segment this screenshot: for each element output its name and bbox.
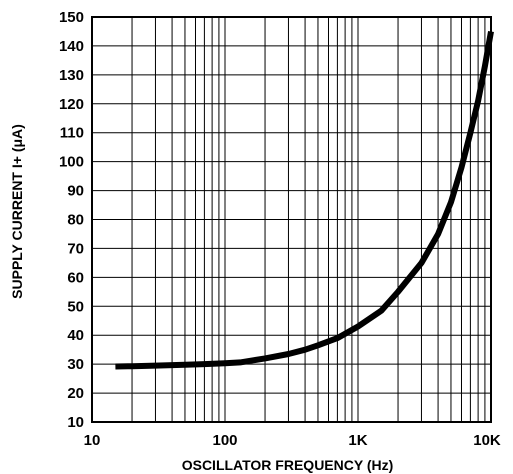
y-tick-label: 20: [67, 385, 84, 402]
x-tick-label: 1K: [348, 432, 367, 449]
x-tick-label: 100: [212, 432, 237, 449]
y-tick-label: 100: [59, 154, 84, 171]
y-tick-label: 50: [67, 298, 84, 315]
y-tick-labels: 10 20 30 40 50 60 70 80 90 100 110 120 130 140 150: [59, 9, 84, 431]
y-tick-label: 40: [67, 327, 84, 344]
x-tick-labels: 10 100 1K 10K: [84, 432, 501, 449]
y-tick-label: 140: [59, 38, 84, 55]
y-axis-title: SUPPLY CURRENT I+ (μA): [9, 124, 25, 299]
y-tick-label: 110: [60, 125, 84, 142]
y-tick-label: 80: [67, 212, 84, 229]
y-tick-label: 90: [67, 183, 84, 200]
x-axis-title: OSCILLATOR FREQUENCY (Hz): [182, 457, 394, 473]
y-tick-label: 60: [67, 269, 84, 286]
x-tick-label: 10K: [473, 432, 501, 449]
y-tick-label: 10: [67, 414, 84, 431]
y-tick-label: 70: [67, 240, 84, 257]
y-tick-label: 150: [59, 9, 84, 26]
y-tick-label: 120: [59, 96, 84, 113]
x-tick-label: 10: [84, 432, 101, 449]
grid-lines: [92, 17, 491, 422]
y-tick-label: 30: [67, 356, 84, 373]
y-tick-label: 130: [59, 67, 84, 84]
